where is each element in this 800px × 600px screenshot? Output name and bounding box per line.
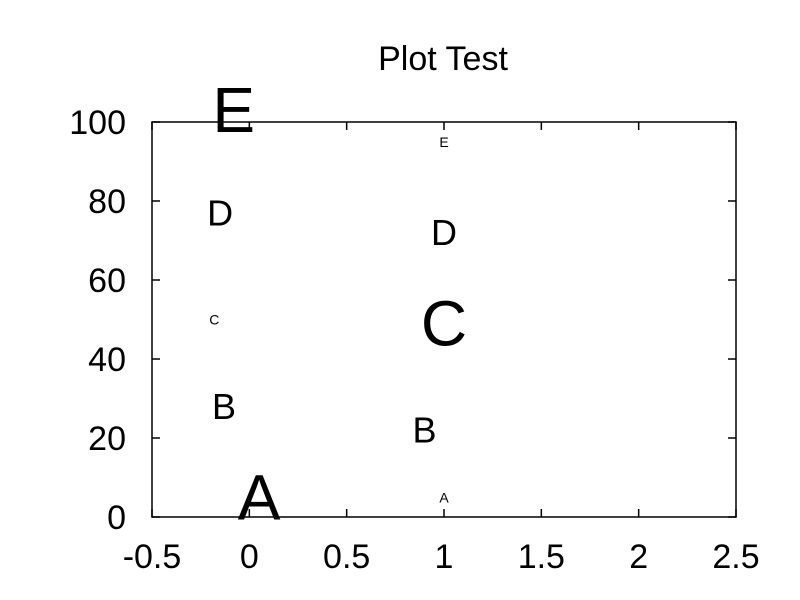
data-point-label: A — [238, 461, 281, 533]
data-point-label: A — [439, 489, 449, 505]
x-tick-label: 0 — [240, 538, 259, 576]
y-tick-label: 60 — [88, 262, 126, 300]
data-point-label: C — [209, 312, 219, 328]
x-tick-label: 1.5 — [518, 538, 565, 576]
y-tick-label: 80 — [88, 183, 126, 221]
x-tick-label: 0.5 — [323, 538, 370, 576]
y-axis: 0 20 40 60 80 100 — [69, 104, 736, 537]
x-tick-label: -0.5 — [123, 538, 182, 576]
data-point-label: B — [413, 410, 437, 451]
y-tick-label: 40 — [88, 341, 126, 379]
chart-title: Plot Test — [378, 40, 508, 78]
data-point-label: D — [431, 212, 457, 253]
data-point-label: D — [207, 192, 233, 233]
y-tick-label: 100 — [69, 104, 126, 142]
x-axis: -0.5 0 0.5 1 1.5 2 2.5 — [123, 122, 760, 576]
data-point-label: E — [439, 134, 448, 150]
data-point-label: B — [212, 386, 236, 427]
data-point-label: E — [212, 74, 255, 146]
data-point-label: C — [421, 287, 467, 359]
x-tick-label: 2 — [629, 538, 648, 576]
x-tick-label: 1 — [435, 538, 454, 576]
y-tick-label: 20 — [88, 420, 126, 458]
y-tick-label: 0 — [107, 499, 126, 537]
x-tick-label: 2.5 — [712, 538, 759, 576]
